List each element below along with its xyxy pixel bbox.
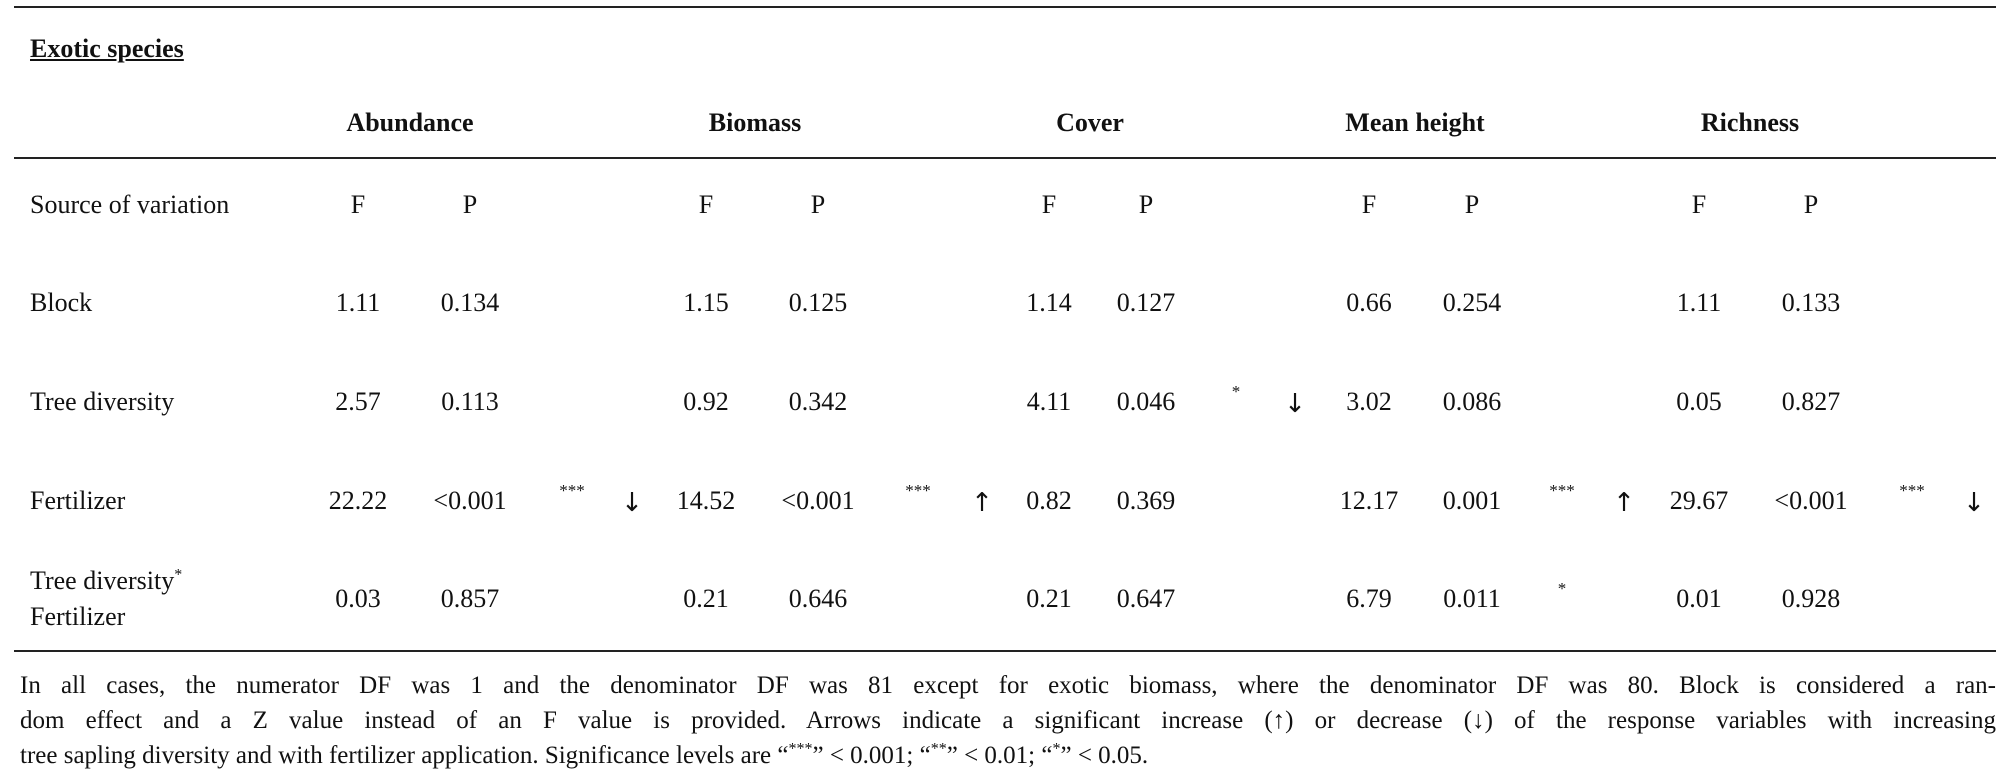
f-header: F — [350, 190, 366, 219]
f-header: F — [1041, 190, 1057, 219]
cell-p: 0.646 — [788, 584, 848, 613]
p-header: P — [462, 190, 478, 219]
arrow-up-icon: ↑ — [971, 488, 993, 518]
cell-f: 1.15 — [683, 288, 729, 317]
cell-p: 0.011 — [1443, 584, 1501, 613]
row-label-tree-diversity: Tree diversity — [30, 387, 175, 416]
sig-level-3: *** — [788, 740, 813, 758]
cell-f: 1.14 — [1026, 288, 1072, 317]
row-label-block: Block — [30, 288, 93, 317]
p-header: P — [1803, 190, 1819, 219]
footnote-text: ” < 0.01; “ — [946, 742, 1053, 769]
footnote-text: ” < 0.05. — [1060, 742, 1149, 769]
significance-marker: *** — [1899, 481, 1925, 500]
cell-p: <0.001 — [781, 486, 855, 515]
table-top-rule — [14, 6, 1996, 8]
cell-f: 22.22 — [328, 486, 388, 515]
arrow-down-icon: ↓ — [1284, 389, 1306, 419]
cell-p: <0.001 — [433, 486, 507, 515]
cell-p: 0.827 — [1781, 387, 1841, 416]
cell-p: 0.133 — [1781, 288, 1841, 317]
cell-p: 0.857 — [440, 584, 500, 613]
cell-p: 0.086 — [1442, 387, 1502, 416]
source-of-variation-header: Source of variation — [30, 190, 230, 219]
cell-p: 0.125 — [788, 288, 848, 317]
arrow-up-icon: ↑ — [1613, 488, 1635, 518]
f-header: F — [1691, 190, 1707, 219]
cell-f: 1.11 — [335, 288, 381, 317]
significance-marker: * — [1231, 382, 1241, 401]
cell-p: 0.046 — [1116, 387, 1176, 416]
cell-p: 0.369 — [1116, 486, 1176, 515]
cell-f: 0.05 — [1676, 387, 1722, 416]
table-footnote: In all cases, the numerator DF was 1 and… — [20, 668, 1996, 773]
cell-f: 0.92 — [683, 387, 729, 416]
cell-p: 0.113 — [441, 387, 499, 416]
p-header: P — [810, 190, 826, 219]
row-label-interaction-line1: Tree diversity — [30, 566, 175, 595]
cell-p: 0.134 — [440, 288, 500, 317]
cell-f: 12.17 — [1339, 486, 1399, 515]
row-label-interaction-line2: Fertilizer — [30, 602, 126, 631]
group-header-richness: Richness — [1700, 108, 1800, 137]
footnote-text: tree sapling diversity and with fertiliz… — [20, 742, 789, 769]
cell-f: 0.66 — [1346, 288, 1392, 317]
sig-level-1: * — [1052, 740, 1061, 758]
cell-f: 14.52 — [676, 486, 736, 515]
p-header: P — [1464, 190, 1480, 219]
arrow-down-icon: ↓ — [1963, 488, 1985, 518]
cell-p: 0.928 — [1781, 584, 1841, 613]
cell-p: <0.001 — [1774, 486, 1848, 515]
significance-marker: * — [1557, 579, 1567, 598]
cell-f: 4.11 — [1026, 387, 1072, 416]
footnote-text: ” < 0.001; “ — [812, 742, 931, 769]
group-header-cover: Cover — [1056, 108, 1124, 137]
cell-p: 0.127 — [1116, 288, 1176, 317]
sig-level-2: ** — [930, 740, 947, 758]
cell-f: 1.11 — [1676, 288, 1722, 317]
section-title: Exotic species — [30, 34, 184, 63]
table-bottom-rule — [14, 650, 1996, 652]
cell-f: 3.02 — [1346, 387, 1392, 416]
table-header-rule — [14, 157, 1996, 159]
row-label-interaction: Tree diversity* — [30, 566, 182, 596]
group-header-mean-height: Mean height — [1345, 108, 1485, 137]
cell-p: 0.647 — [1116, 584, 1176, 613]
cell-p: 0.254 — [1442, 288, 1502, 317]
f-header: F — [698, 190, 714, 219]
footnote-line: In all cases, the numerator DF was 1 and… — [20, 672, 1996, 699]
cell-p: 0.001 — [1442, 486, 1502, 515]
cell-f: 2.57 — [335, 387, 381, 416]
row-label-fertilizer: Fertilizer — [30, 486, 126, 515]
cell-f: 6.79 — [1346, 584, 1392, 613]
arrow-down-icon: ↓ — [621, 488, 643, 518]
significance-marker: *** — [1549, 481, 1575, 500]
interaction-marker: * — [174, 566, 183, 584]
cell-f: 0.21 — [683, 584, 729, 613]
p-header: P — [1138, 190, 1154, 219]
cell-f: 29.67 — [1669, 486, 1729, 515]
f-header: F — [1361, 190, 1377, 219]
footnote-line: tree sapling diversity and with fertiliz… — [20, 738, 1996, 773]
cell-f: 0.82 — [1026, 486, 1072, 515]
cell-f: 0.01 — [1676, 584, 1722, 613]
cell-f: 0.21 — [1026, 584, 1072, 613]
footnote-line: dom effect and a Z value instead of an F… — [20, 707, 1996, 734]
significance-marker: *** — [559, 481, 585, 500]
significance-marker: *** — [905, 481, 931, 500]
cell-p: 0.342 — [788, 387, 848, 416]
group-header-abundance: Abundance — [346, 108, 474, 137]
group-header-biomass: Biomass — [708, 108, 802, 137]
cell-f: 0.03 — [335, 584, 381, 613]
